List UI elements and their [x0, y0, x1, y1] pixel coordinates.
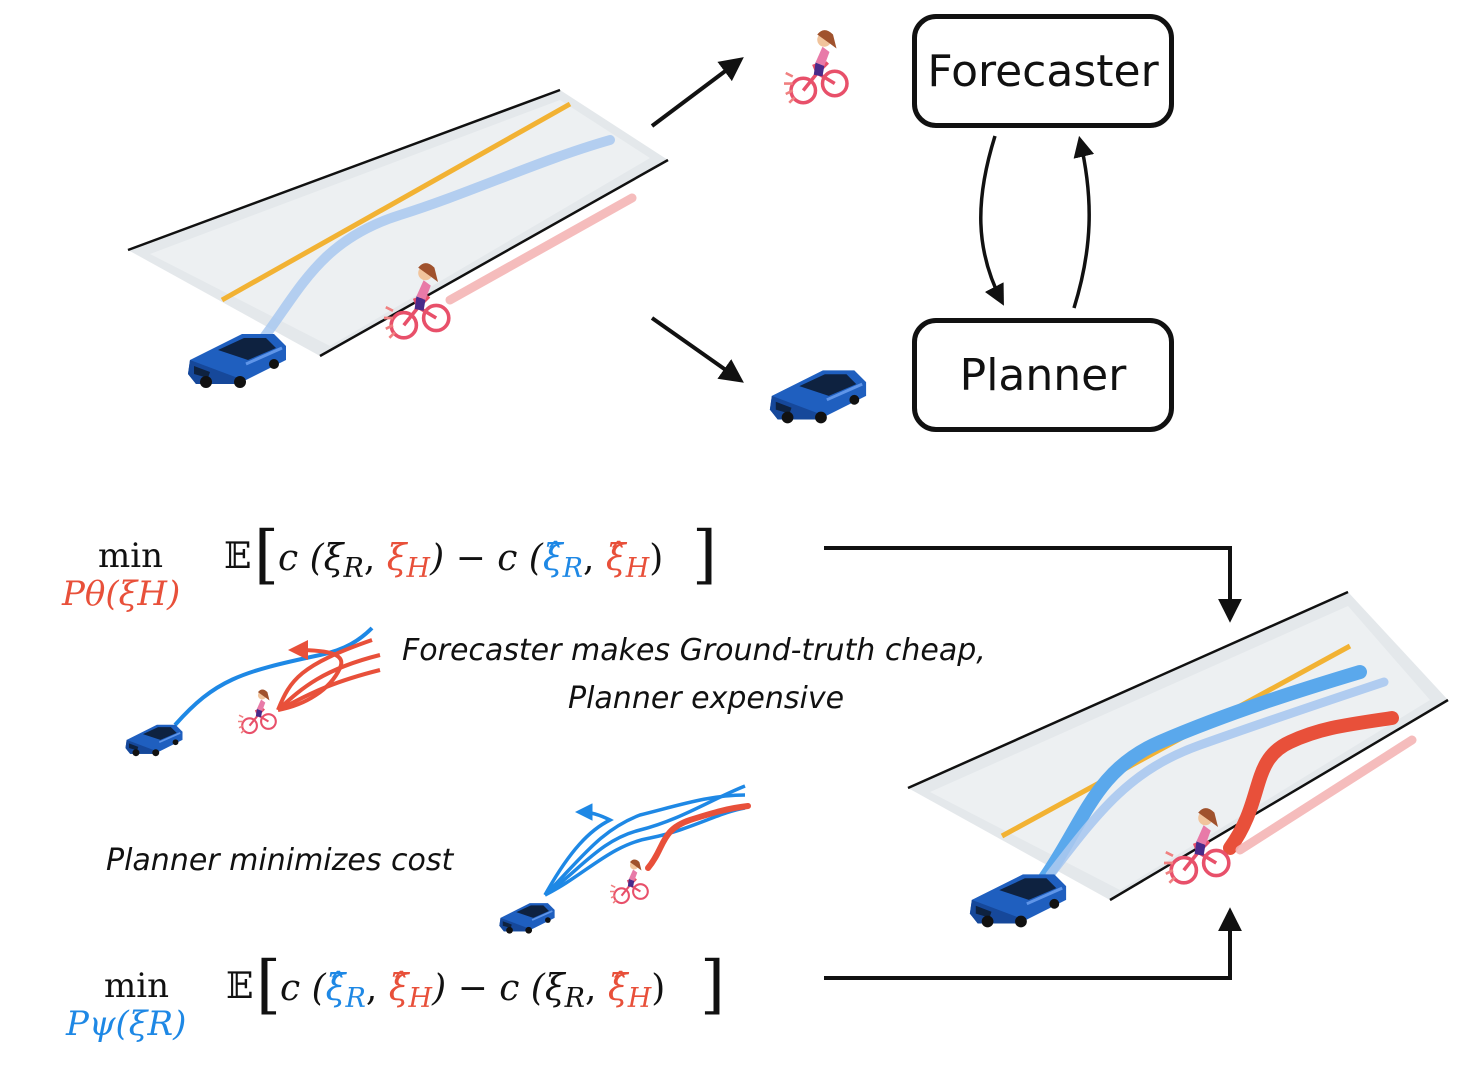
top-bracket-open: [	[254, 518, 279, 592]
arrow-to-cyclist	[650, 57, 744, 128]
arrow-planner-to-forecaster	[1072, 135, 1095, 309]
bottom-expectation: 𝔼	[226, 966, 254, 1007]
bottom-bracket-open: [	[256, 948, 281, 1022]
road-scene-bottom	[907, 590, 1449, 929]
forecaster-sketch	[124, 626, 381, 758]
forecaster-caption-line2: Planner expensive	[568, 681, 845, 716]
bottom-min: min	[104, 966, 170, 1006]
bottom-expression: c (ξ̂R, ξ̂H) − c (ξR, ξ̂H)	[280, 968, 666, 1014]
planner-caption: Planner minimizes cost	[106, 843, 454, 878]
planner-sketch	[498, 784, 751, 935]
road-scene-top	[127, 88, 669, 390]
arrow-top-equation-to-scene	[824, 546, 1242, 623]
top-bracket-close: ]	[692, 518, 717, 592]
top-min-subscript: Pθ(ξH)	[62, 574, 181, 614]
bottom-min-subscript: Pψ(ξR)	[66, 1004, 187, 1044]
planner-label: Planner	[959, 349, 1127, 401]
arrow-forecaster-to-planner	[979, 135, 1004, 306]
forecaster-box: Forecaster	[912, 14, 1174, 128]
planner-box: Planner	[912, 318, 1174, 432]
forecaster-label: Forecaster	[927, 45, 1159, 97]
arrow-bottom-equation-to-scene	[824, 907, 1242, 980]
top-expectation: 𝔼	[224, 536, 252, 577]
top-min: min	[98, 536, 164, 576]
bottom-bracket-close: ]	[700, 948, 725, 1022]
car-icon	[768, 368, 868, 425]
forecaster-caption-line1: Forecaster makes Ground-truth cheap,	[402, 633, 986, 668]
cyclist-icon	[784, 28, 849, 105]
arrow-to-car	[650, 316, 744, 383]
top-expression: c (ξR, ξH) − c (ξ̂R, ξ̂H)	[278, 538, 664, 584]
